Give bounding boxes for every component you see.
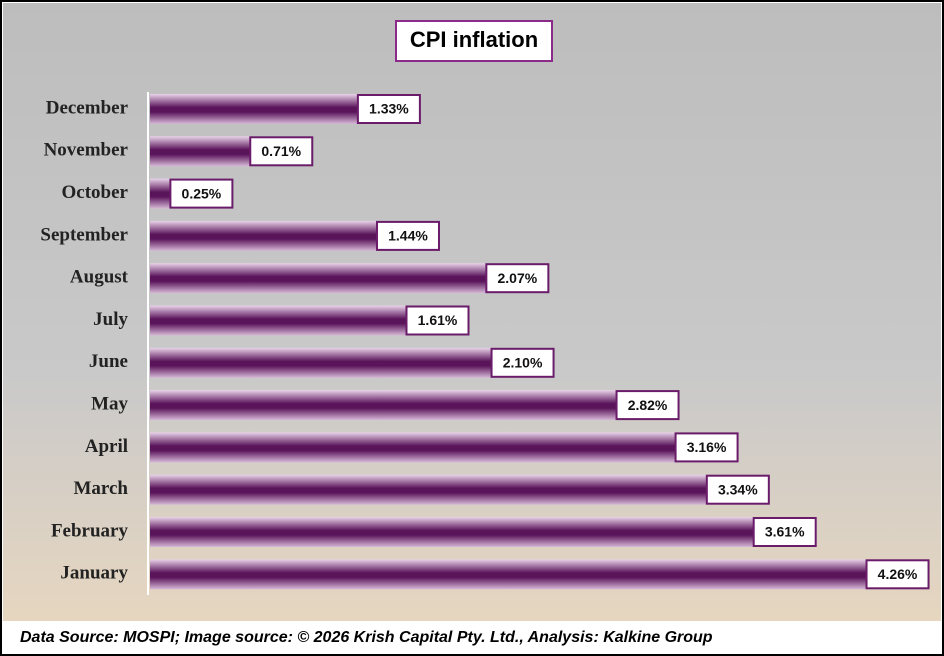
value-label-box: [375, 220, 440, 251]
footer: Data Source: MOSPI; Image source: © 2026…: [20, 629, 713, 646]
value-label: 3.61%: [765, 524, 805, 540]
category-label: September: [40, 224, 128, 245]
value-label-box: [169, 178, 234, 209]
value-label-box: [752, 517, 817, 547]
chart-title: CPI inflation: [410, 27, 538, 52]
category-label: April: [85, 436, 128, 457]
bar: [150, 263, 487, 294]
category-label: August: [70, 267, 129, 288]
category-label: November: [44, 140, 129, 161]
category-label: February: [51, 520, 129, 541]
value-label: 1.33%: [369, 101, 409, 117]
value-label-box: [356, 94, 421, 124]
bar: [150, 517, 754, 547]
value-label: 1.44%: [388, 228, 428, 244]
value-label-box: [705, 474, 770, 505]
bar: [150, 94, 358, 124]
bar: [150, 390, 617, 421]
value-label: 4.26%: [878, 566, 918, 582]
value-label-box: [865, 559, 930, 590]
value-label-box: [674, 432, 739, 463]
value-label-box: [249, 136, 314, 167]
bar: [150, 432, 676, 463]
value-label: 2.10%: [503, 355, 543, 371]
title-box: [395, 20, 553, 62]
bar: [150, 136, 251, 167]
value-label-box: [615, 390, 680, 421]
bar: [150, 305, 407, 336]
value-label: 2.07%: [498, 270, 538, 286]
bar: [150, 559, 867, 590]
bar: [150, 474, 707, 505]
category-label: December: [46, 97, 129, 118]
bar: [150, 347, 492, 378]
bar: [150, 178, 171, 209]
value-label: 1.61%: [418, 312, 458, 328]
value-label: 3.16%: [687, 439, 727, 455]
value-label: 0.25%: [182, 185, 222, 201]
category-label: January: [60, 563, 128, 584]
category-label: October: [62, 182, 129, 203]
value-label-box: [490, 347, 555, 378]
category-label: March: [73, 478, 128, 499]
category-label: July: [93, 309, 128, 330]
value-label: 0.71%: [261, 143, 301, 159]
category-label: June: [89, 351, 128, 372]
value-label-box: [485, 263, 550, 294]
value-label: 3.34%: [718, 481, 758, 497]
value-label-box: [405, 305, 470, 336]
value-label: 2.82%: [628, 397, 668, 413]
category-label: May: [91, 393, 128, 414]
bar: [150, 220, 377, 251]
